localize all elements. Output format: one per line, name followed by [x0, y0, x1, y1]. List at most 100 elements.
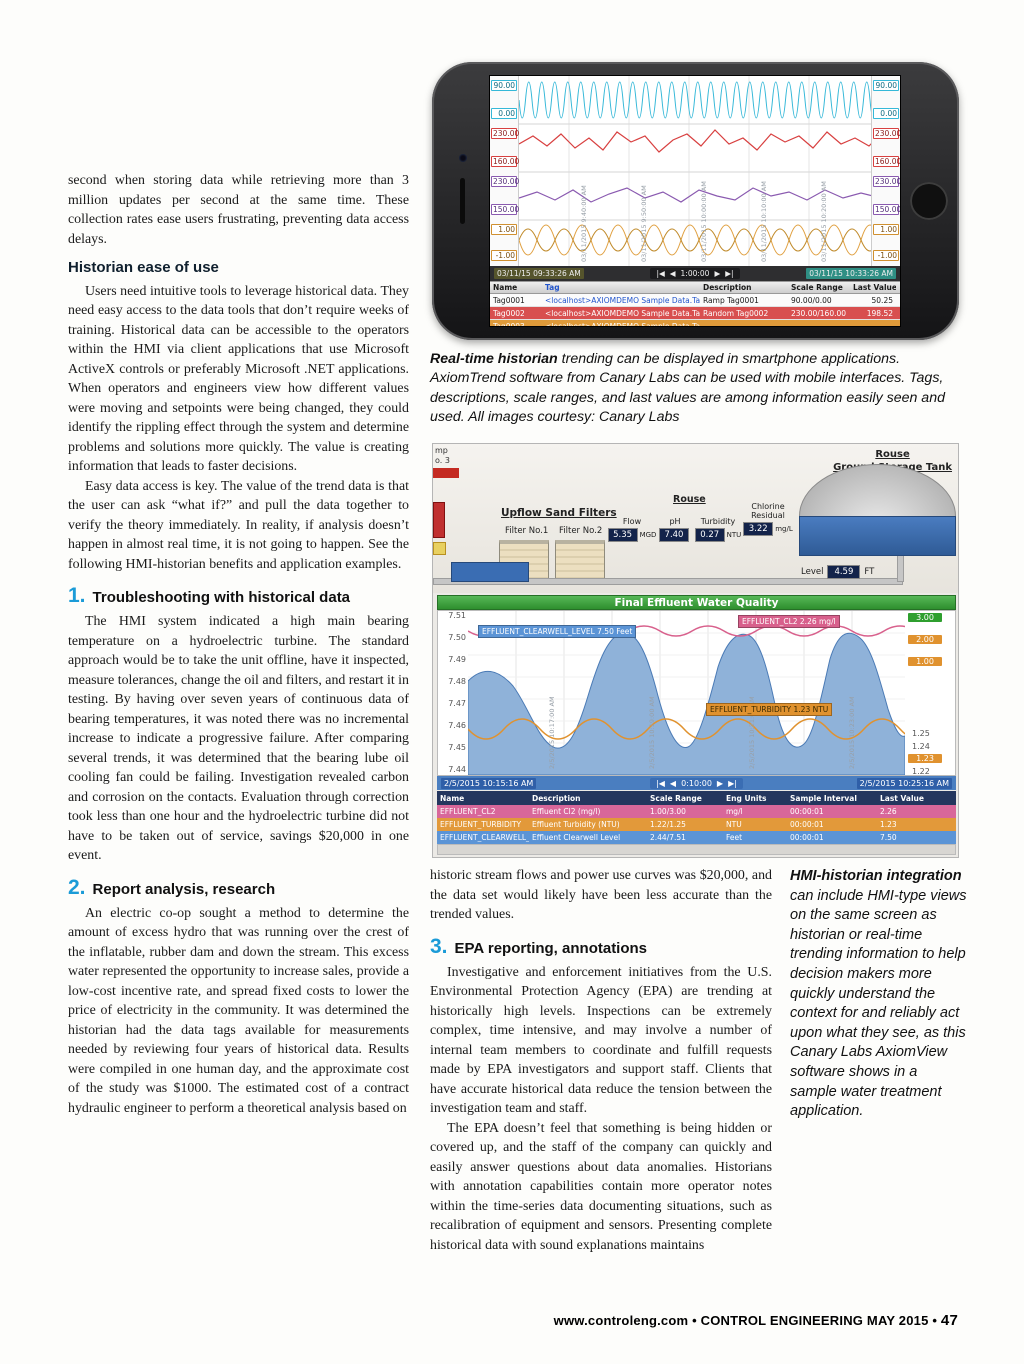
axis-label: 230.00 — [873, 128, 901, 139]
right-axis-label: 1.22 — [912, 767, 930, 776]
cell-sample-interval: 00:00:01 — [790, 820, 824, 829]
indicator-unit: mg/L — [775, 525, 793, 533]
axis-label: 90.00 — [491, 80, 517, 91]
axis-label: 230.00 — [873, 176, 901, 187]
process-graphic: mp o. 3 Upflow Sand Filters Filter No.1 … — [433, 444, 958, 593]
time-gridline-label: 2/5/2015 10:17:00 AM — [548, 696, 556, 769]
sidebar-lead: HMI-historian integration — [790, 868, 962, 884]
table-row: EFFLUENT_TURBIDITY Effluent Turbidity (N… — [437, 818, 956, 831]
axis-label: 160.00 — [491, 156, 520, 167]
rouse-label: Rouse — [673, 494, 706, 505]
axis-label: 230.00 — [491, 176, 520, 187]
axis-label: 1.00 — [491, 224, 517, 235]
cell-sample-interval: 00:00:01 — [790, 807, 824, 816]
skip-back-icon: |◀ — [656, 778, 665, 788]
indicator-unit: MGD — [639, 531, 657, 539]
filter1-label: Filter No.1 — [505, 526, 549, 536]
effluent-chart: 7.51 7.50 7.49 7.48 7.47 7.46 7.45 7.44 — [437, 610, 956, 776]
page-footer: www.controleng.com • CONTROL ENGINEERING… — [554, 1312, 958, 1329]
turbidity-tag-label: EFFLUENT_TURBIDITY 1.23 NTU — [706, 703, 833, 716]
time-gridline-label: 2/5/2015 10:19:00 AM — [648, 696, 656, 769]
article-column-middle: historic stream flows and power use curv… — [430, 866, 772, 1255]
time-gridline-label: 2/5/2015 10:23:00 AM — [848, 696, 856, 769]
indicator-value: 7.40 — [659, 528, 689, 542]
footer-bullet: • — [692, 1313, 697, 1328]
cl2-tag-label: EFFLUENT_CL2 2.26 mg/l — [738, 615, 840, 628]
cell-name: EFFLUENT_CLEARWELL_LEV — [440, 833, 529, 842]
series-ramp-cyan — [519, 81, 873, 119]
cell-name: Tag0002 — [493, 308, 525, 318]
skip-forward-icon: ▶| — [725, 269, 734, 278]
axis-label: -1.00 — [491, 250, 517, 261]
filter2-label: Filter No.2 — [559, 526, 603, 536]
step-forward-icon: ▶ — [714, 269, 721, 278]
camera-icon — [459, 154, 467, 162]
skip-back-icon: |◀ — [656, 269, 665, 278]
column-header: Scale Range — [650, 793, 702, 803]
trend-chart-area: 90.00 0.00 230.00 160.00 230.00 150.00 1… — [490, 76, 900, 266]
indicator-value: 3.22 — [743, 522, 774, 536]
image-caption: Real-time historian trending can be disp… — [430, 350, 969, 428]
y-axis-label: 7.47 — [448, 699, 466, 708]
cell-description: Random Tag0002 — [703, 308, 769, 318]
column-header: Description — [532, 793, 581, 803]
level-unit: FT — [864, 567, 875, 577]
y-axis-label: 7.51 — [448, 611, 466, 620]
trend-left-axis: 90.00 0.00 230.00 160.00 230.00 150.00 1… — [490, 76, 519, 266]
sidebar-note: HMI-historian integration can include HM… — [790, 867, 968, 1122]
cell-last-value: 198.52 — [866, 308, 893, 318]
level-value: 4.59 — [827, 565, 861, 579]
timeline-end-time: 2/5/2015 10:25:16 AM — [856, 777, 952, 789]
section-number: 3. — [430, 934, 448, 958]
paragraph: Easy data access is key. The value of th… — [68, 478, 409, 572]
series-purple — [519, 187, 873, 203]
paragraph-continuation: historic stream flows and power use curv… — [430, 868, 772, 922]
series-random-red — [519, 129, 873, 153]
hmi-screenshot: mp o. 3 Upflow Sand Filters Filter No.1 … — [432, 443, 959, 858]
cell-tag: <localhost>AXIOMDEMO Sample Data.Tag0001 — [545, 295, 700, 305]
cell-tag: <localhost>AXIOMDEMO Sample Data.Tag0002 — [545, 308, 700, 318]
article-column-left: second when storing data while retrievin… — [68, 171, 409, 1118]
right-axis-label: 1.24 — [912, 742, 930, 751]
cell-scale-range: 2.44/7.51 — [650, 833, 686, 842]
flow-indicator: Flow 5.35 MGD — [605, 508, 659, 542]
table-row: Tag0002 <localhost>AXIOMDEMO Sample Data… — [490, 307, 900, 320]
table-row: Tag0001 <localhost>AXIOMDEMO Sample Data… — [490, 294, 900, 307]
step-forward-icon: ▶ — [716, 778, 724, 788]
chlorine-residual-indicator: Chlorine Residual 3.22 mg/L — [739, 502, 797, 536]
y-axis-label: 7.49 — [448, 655, 466, 664]
paragraph: The HMI system indicated a high main bea… — [68, 614, 409, 863]
column-header: Tag — [545, 283, 560, 292]
right-axis-label: 3.00 — [908, 613, 942, 622]
cell-description: Effluent Cl2 (mg/l) — [532, 807, 601, 816]
trend-chart — [519, 76, 873, 266]
cell-name: EFFLUENT_CL2 — [440, 807, 496, 816]
column-header: Sample Interval — [790, 793, 857, 803]
storage-tank-graphic — [799, 464, 956, 560]
indicator-label: Chlorine Residual — [751, 502, 785, 520]
series-turbidity — [468, 718, 905, 740]
level-indicator: Level 4.59 FT — [801, 565, 874, 579]
chart-timeline-bar: 2/5/2015 10:15:16 AM |◀ ◀ 0:10:00 ▶ ▶| 2… — [437, 776, 956, 790]
trend-timeline-bar: 03/11/15 09:33:26 AM |◀ ◀ 1:00:00 ▶ ▶| 0… — [490, 266, 900, 281]
timeline-span: 1:00:00 — [680, 269, 710, 278]
footer-bullet: • — [932, 1313, 938, 1328]
section-number: 1. — [68, 584, 86, 607]
cell-last-value: 2.26 — [880, 807, 897, 816]
historian-tag-table: Name Description Scale Range Eng Units S… — [437, 791, 956, 844]
cell-eng-units: Feet — [726, 833, 743, 842]
cell-description: Ramp Tag0001 — [703, 295, 759, 305]
paragraph: An electric co-op sought a method to det… — [68, 905, 409, 1116]
cell-name: EFFLUENT_TURBIDITY — [440, 820, 522, 829]
paragraph: The EPA doesn’t feel that something is b… — [430, 1120, 772, 1253]
cell-scale-range: 230.00/160.00 — [791, 308, 847, 318]
cell-sample-interval: 00:00:01 — [790, 833, 824, 842]
y-axis-label: 7.45 — [448, 743, 466, 752]
effluent-chart-plot — [468, 611, 905, 775]
time-gridline-label: 03/11/2015 9:50:00 AM — [640, 185, 648, 262]
axis-label: 1.00 — [873, 224, 899, 235]
right-axis-label: 1.25 — [912, 729, 930, 738]
section-title: Report analysis, research — [92, 880, 276, 898]
caption-lead: Real-time historian — [430, 351, 558, 367]
axis-label: 160.00 — [873, 156, 901, 167]
